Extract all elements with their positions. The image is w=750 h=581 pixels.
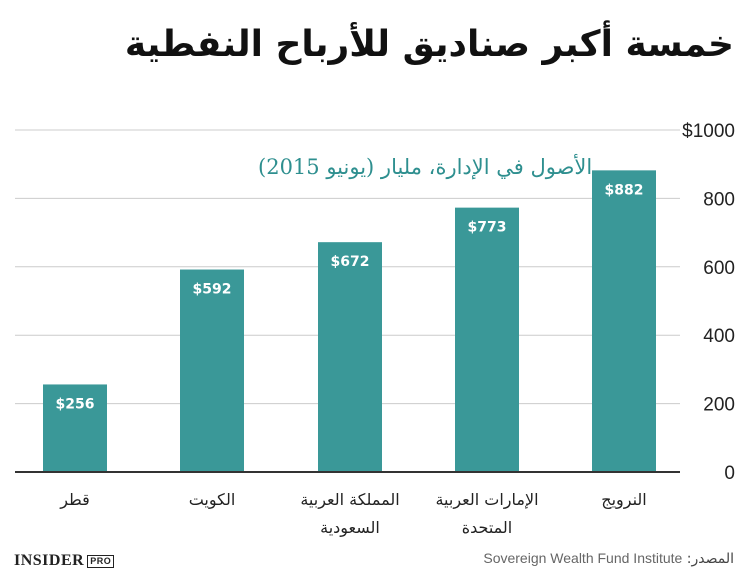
logo-badge: PRO bbox=[87, 554, 115, 568]
y-tick-label: 0 bbox=[724, 463, 735, 484]
source-label: المصدر: bbox=[686, 551, 734, 567]
chart-subtitle: الأصول في الإدارة، مليار (يونيو 2015) bbox=[258, 155, 593, 179]
x-category-label: قطر bbox=[59, 490, 90, 510]
bar bbox=[43, 384, 107, 472]
bar bbox=[455, 207, 519, 472]
y-tick-label: 800 bbox=[703, 189, 735, 210]
logo-text: INSIDER bbox=[14, 552, 85, 569]
bar bbox=[318, 242, 382, 472]
bar-value-label: $773 bbox=[468, 220, 507, 236]
y-axis-ticks: 0 200 400 600 800 $1000 bbox=[682, 121, 735, 484]
x-category-label: المملكة العربية bbox=[300, 490, 399, 510]
y-tick-label: $1000 bbox=[682, 121, 735, 142]
source-note: المصدر: Sovereign Wealth Fund Institute bbox=[483, 550, 734, 567]
x-category-label: السعودية bbox=[320, 518, 380, 538]
bar-value-label: $256 bbox=[56, 396, 95, 412]
bar-value-label: $672 bbox=[331, 254, 370, 270]
x-category-label: النرويج bbox=[601, 490, 646, 510]
x-category-label: المتحدة bbox=[462, 518, 513, 537]
x-category-label: الكويت bbox=[189, 490, 236, 510]
bars bbox=[43, 170, 656, 472]
y-tick-label: 600 bbox=[703, 258, 735, 279]
chart-title: خمسة أكبر صناديق للأرباح النفطية bbox=[124, 24, 734, 65]
x-axis-labels: قطر الكويت المملكة العربية السعودية الإمارات… bbox=[59, 490, 647, 538]
bar-value-label: $882 bbox=[605, 182, 644, 198]
bar bbox=[592, 170, 656, 472]
x-category-label: الإمارات العربية bbox=[435, 490, 538, 510]
bar-value-label: $592 bbox=[193, 282, 232, 298]
y-tick-label: 200 bbox=[703, 395, 735, 416]
source-value: Sovereign Wealth Fund Institute bbox=[483, 550, 683, 566]
bar bbox=[180, 269, 244, 472]
insider-pro-logo: INSIDER PRO bbox=[14, 552, 115, 570]
bar-value-labels: $256 $592 $672 $773 $882 bbox=[56, 182, 644, 412]
y-tick-label: 400 bbox=[703, 326, 735, 347]
